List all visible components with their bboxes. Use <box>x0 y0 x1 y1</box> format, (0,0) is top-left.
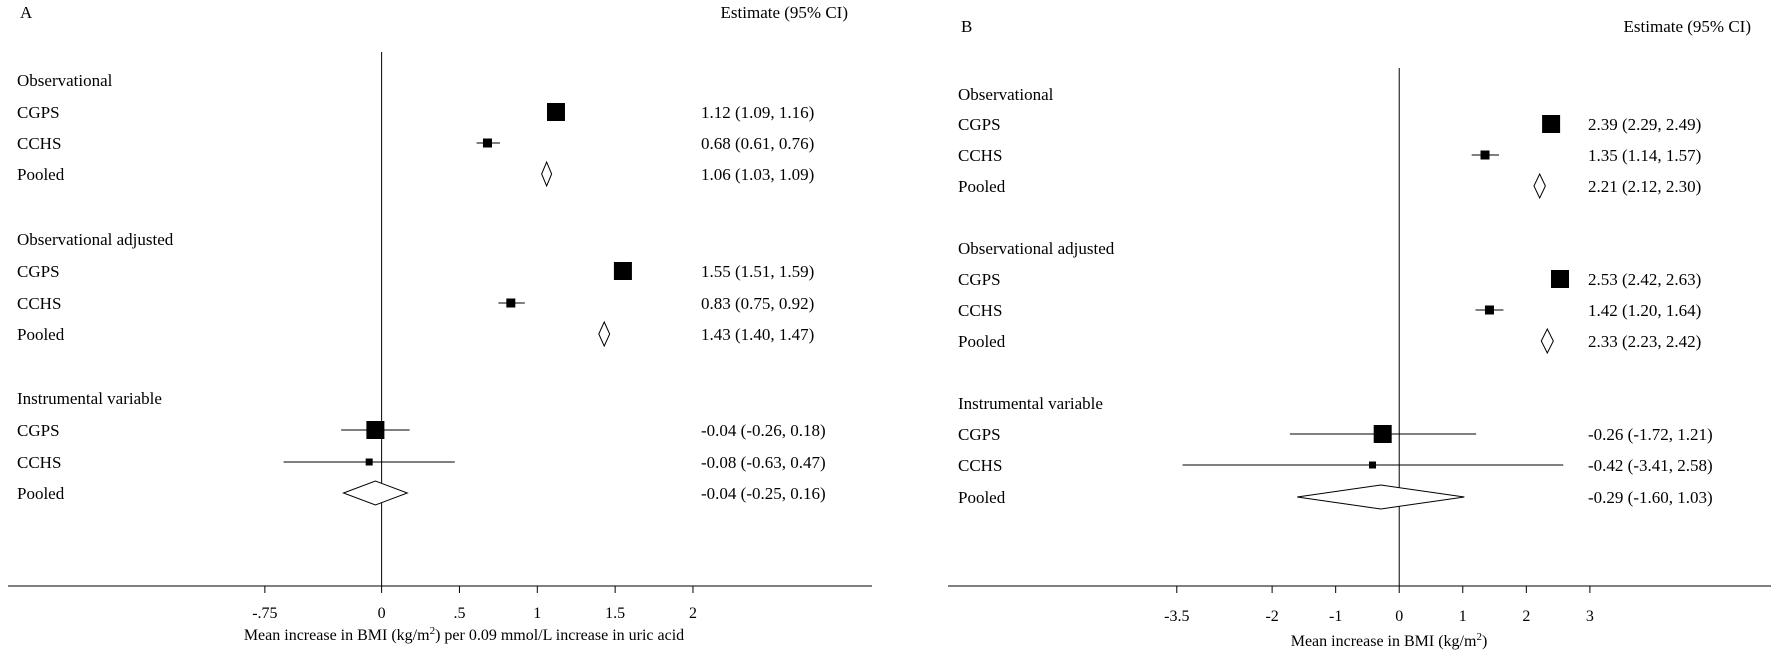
estimate-ci-text: 1.42 (1.20, 1.64) <box>1588 301 1701 320</box>
pooled-estimate-diamond <box>342 480 409 506</box>
x-tick-label: -.75 <box>252 605 277 622</box>
estimate-ci-text: 1.55 (1.51, 1.59) <box>701 262 814 281</box>
forest-panel-a: A Estimate (95% CI) -.75 0 .5 1 1.5 2 Mean incre… <box>8 3 872 644</box>
estimate-ci-text: -0.08 (-0.63, 0.47) <box>701 453 826 472</box>
estimate-ci-text: 1.06 (1.03, 1.09) <box>701 165 814 184</box>
group-heading: Instrumental variable <box>17 389 162 408</box>
estimate-ci-text: -0.26 (-1.72, 1.21) <box>1588 425 1713 444</box>
row-label: Pooled <box>958 332 1006 351</box>
point-estimate-square <box>1369 461 1377 469</box>
estimate-column-header: Estimate (95% CI) <box>1624 17 1751 36</box>
row-label: CCHS <box>958 456 1002 475</box>
group-heading: Instrumental variable <box>958 394 1103 413</box>
x-tick-label: 0 <box>1395 608 1403 625</box>
x-tick-label: -3.5 <box>1164 608 1189 625</box>
group-heading: Observational <box>17 71 113 90</box>
x-axis-title: Mean increase in BMI (kg/m2) per 0.09 mm… <box>244 625 684 644</box>
x-tick-label: 0 <box>378 605 386 622</box>
estimate-ci-text: -0.04 (-0.25, 0.16) <box>701 484 826 503</box>
pooled-estimate-diamond <box>1533 172 1546 200</box>
x-tick-label: 1 <box>1459 608 1467 625</box>
x-tick-label: 1.5 <box>605 605 625 622</box>
point-estimate-square <box>613 262 632 280</box>
estimate-ci-text: 2.53 (2.42, 2.63) <box>1588 270 1701 289</box>
group-heading: Observational adjusted <box>958 239 1115 258</box>
pooled-estimate-diamond <box>1297 484 1465 510</box>
estimate-ci-text: 1.12 (1.09, 1.16) <box>701 103 814 122</box>
point-estimate-square <box>1484 305 1494 315</box>
row-label: CCHS <box>17 453 61 472</box>
x-tick-label: .5 <box>453 605 465 622</box>
point-estimate-square <box>1373 425 1392 443</box>
row-label: CCHS <box>958 146 1002 165</box>
estimate-ci-text: 0.83 (0.75, 0.92) <box>701 294 814 313</box>
row-label: CCHS <box>958 301 1002 320</box>
point-estimate-square <box>482 138 492 148</box>
pooled-estimate-diamond <box>1540 327 1554 355</box>
row-label: CGPS <box>958 115 1001 134</box>
point-estimate-square <box>546 103 565 121</box>
pooled-estimate-diamond <box>541 160 553 188</box>
point-estimate-square <box>1551 270 1570 288</box>
point-estimate-square <box>506 298 516 308</box>
row-label: Pooled <box>17 165 65 184</box>
group-heading: Observational adjusted <box>17 230 174 249</box>
row-label: Pooled <box>17 325 65 344</box>
estimate-ci-text: -0.42 (-3.41, 2.58) <box>1588 456 1713 475</box>
estimate-column-header: Estimate (95% CI) <box>721 3 848 22</box>
row-label: CCHS <box>17 294 61 313</box>
point-estimate-square <box>366 421 385 439</box>
point-estimate-square <box>1480 150 1490 160</box>
estimate-ci-text: -0.29 (-1.60, 1.03) <box>1588 488 1713 507</box>
x-tick-label: -1 <box>1329 608 1342 625</box>
x-tick-label: 2 <box>689 605 697 622</box>
forest-panel-b: B Estimate (95% CI) -3.5 -2 -1 0 1 2 3 Mean incre… <box>948 17 1771 650</box>
pooled-estimate-diamond <box>598 320 611 348</box>
estimate-ci-text: 1.35 (1.14, 1.57) <box>1588 146 1701 165</box>
panel-label: B <box>961 17 972 36</box>
estimate-ci-text: 2.33 (2.23, 2.42) <box>1588 332 1701 351</box>
group-heading: Observational <box>958 85 1054 104</box>
point-estimate-square <box>365 458 373 466</box>
x-axis-title: Mean increase in BMI (kg/m2) <box>1291 631 1488 650</box>
x-tick-label: 1 <box>533 605 541 622</box>
x-tick-label: 3 <box>1586 608 1594 625</box>
estimate-ci-text: -0.04 (-0.26, 0.18) <box>701 421 826 440</box>
x-tick-label: -2 <box>1265 608 1278 625</box>
estimate-ci-text: 2.21 (2.12, 2.30) <box>1588 177 1701 196</box>
row-label: Pooled <box>17 484 65 503</box>
estimate-ci-text: 0.68 (0.61, 0.76) <box>701 134 814 153</box>
row-label: CGPS <box>17 103 60 122</box>
row-label: Pooled <box>958 488 1006 507</box>
point-estimate-square <box>1542 115 1561 133</box>
row-label: CGPS <box>958 425 1001 444</box>
estimate-ci-text: 1.43 (1.40, 1.47) <box>701 325 814 344</box>
estimate-ci-text: 2.39 (2.29, 2.49) <box>1588 115 1701 134</box>
panel-label: A <box>20 3 33 22</box>
row-label: Pooled <box>958 177 1006 196</box>
row-label: CGPS <box>958 270 1001 289</box>
row-label: CGPS <box>17 421 60 440</box>
row-label: CGPS <box>17 262 60 281</box>
x-tick-label: 2 <box>1522 608 1530 625</box>
row-label: CCHS <box>17 134 61 153</box>
